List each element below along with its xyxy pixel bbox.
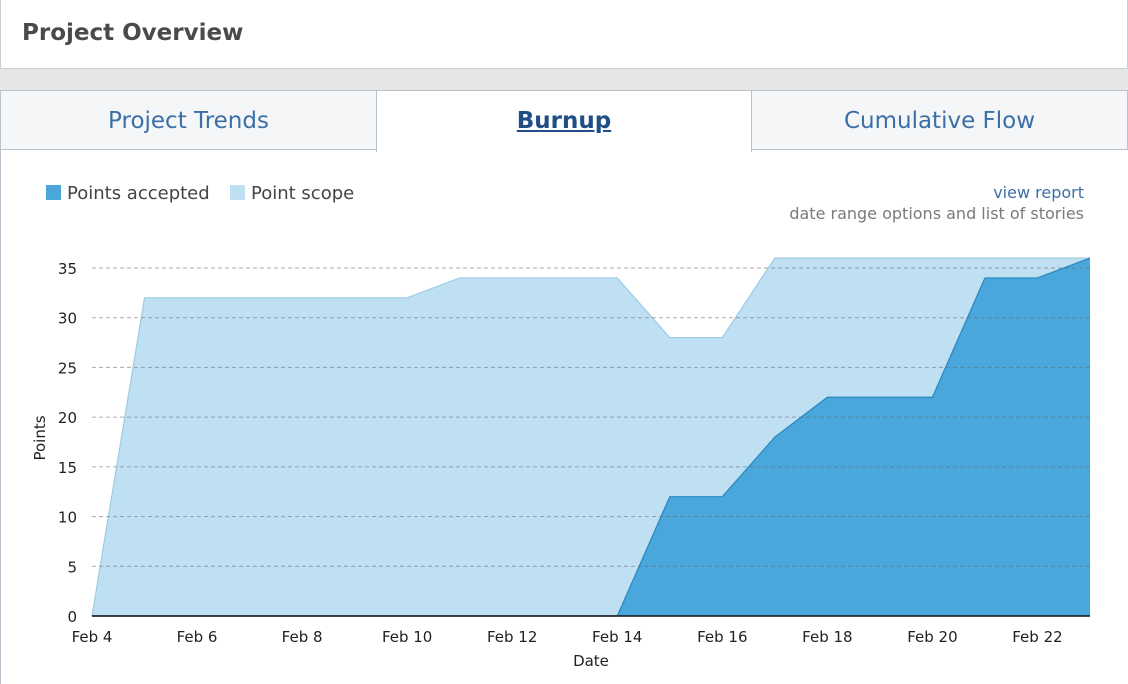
header-separator [0,69,1128,91]
y-tick-label: 25 [58,359,77,377]
y-axis-title: Points [31,415,49,460]
tab-cumulative-flow[interactable]: Cumulative Flow [751,90,1128,150]
legend-item-points-accepted: Points accepted [46,183,210,204]
legend-swatch-scope [230,185,245,200]
legend-swatch-accepted [46,185,61,200]
panel-border [0,150,1,684]
y-tick-label: 5 [67,558,77,576]
x-tick-label: Feb 20 [907,628,957,646]
series-line-point-scope [91,257,1090,617]
x-tick-label: Feb 14 [592,628,642,646]
series-area-points-accepted [92,258,1090,616]
y-tick-label: 0 [67,608,77,626]
x-tick-label: Feb 8 [282,628,323,646]
y-tick-label: 30 [58,310,77,328]
legend-label-scope: Point scope [251,183,355,204]
y-tick-label: 10 [58,509,77,527]
y-tick-label: 15 [58,459,77,477]
tab-project-trends[interactable]: Project Trends [0,90,377,150]
report-description: date range options and list of stories [789,204,1084,223]
tab-burnup[interactable]: Burnup [376,90,752,152]
legend-label-accepted: Points accepted [67,183,210,204]
page-header: Project Overview [0,0,1128,69]
x-tick-label: Feb 18 [802,628,852,646]
page-title: Project Overview [22,20,244,46]
y-tick-label: 35 [58,260,77,278]
legend-item-point-scope: Point scope [230,183,354,204]
x-axis-title: Date [573,652,609,670]
x-tick-label: Feb 22 [1012,628,1062,646]
x-tick-label: Feb 16 [697,628,747,646]
x-tick-label: Feb 10 [382,628,432,646]
x-tick-label: Feb 6 [177,628,218,646]
view-report-link[interactable]: view report [993,183,1084,202]
y-tick-label: 20 [58,409,77,427]
x-tick-label: Feb 12 [487,628,537,646]
x-tick-label: Feb 4 [72,628,113,646]
